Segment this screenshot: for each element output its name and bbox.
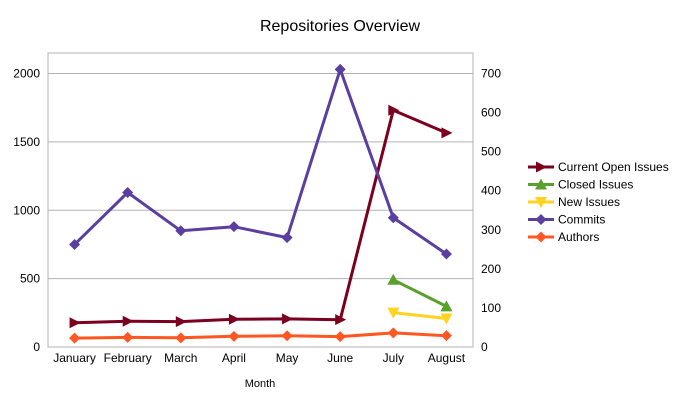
- data-point: [228, 330, 240, 342]
- x-tick-label: May: [276, 351, 299, 365]
- x-tick-label: March: [164, 351, 197, 365]
- y-right-tick-label: 700: [481, 67, 501, 81]
- x-tick-label: July: [383, 351, 404, 365]
- y-right-tick-label: 500: [481, 145, 501, 159]
- x-tick-label: April: [222, 351, 246, 365]
- legend-item-authors: Authors: [528, 230, 599, 244]
- data-point: [335, 314, 347, 326]
- data-point: [175, 332, 187, 344]
- data-point: [388, 104, 400, 116]
- legend-swatch-marker: [536, 161, 547, 173]
- data-point: [334, 331, 346, 343]
- y-right-tick-label: 200: [481, 262, 501, 276]
- legend: Current Open Issues Closed Issues New Issu…: [528, 160, 669, 244]
- data-point: [440, 313, 453, 325]
- y-left-tick-label: 1500: [13, 135, 40, 149]
- x-tick-label: June: [327, 351, 353, 365]
- legend-item-closed-issues: Closed Issues: [528, 178, 633, 192]
- y-left-tick-label: 0: [33, 340, 40, 354]
- data-point: [228, 313, 240, 325]
- data-point: [387, 327, 399, 339]
- legend-item-commits: Commits: [528, 213, 605, 227]
- series-line: [391, 311, 448, 320]
- data-point: [122, 186, 134, 198]
- series-line: [73, 108, 448, 325]
- tick-labels: 0 500 1000 1500 2000 0 100 200 300 400 500 600 700 Ja…: [13, 67, 501, 365]
- x-tick-label: February: [104, 351, 152, 365]
- data-point: [440, 248, 452, 260]
- x-tick-label: January: [53, 351, 96, 365]
- data-point: [441, 127, 453, 139]
- y-right-tick-label: 300: [481, 223, 501, 237]
- series-closed-issues: [387, 273, 453, 312]
- data-point: [282, 313, 294, 325]
- y-left-tick-label: 2000: [13, 67, 40, 81]
- legend-swatch-marker: [535, 178, 547, 190]
- data-point: [387, 307, 400, 319]
- data-point: [228, 221, 240, 233]
- series-commits: [69, 63, 452, 260]
- data-point: [334, 63, 346, 75]
- data-point: [387, 273, 400, 285]
- legend-item-current-open-issues: Current Open Issues: [528, 160, 669, 174]
- series-layer: [69, 63, 453, 344]
- chart-title: Repositories Overview: [260, 18, 421, 35]
- series-authors: [69, 327, 452, 344]
- legend-swatch-marker: [535, 231, 547, 243]
- data-point: [387, 212, 399, 224]
- data-point: [122, 315, 134, 327]
- y-right-tick-label: 0: [481, 340, 488, 354]
- data-point: [440, 300, 453, 312]
- x-axis-label: Month: [245, 378, 276, 390]
- legend-item-new-issues: New Issues: [528, 195, 620, 209]
- data-point: [175, 225, 187, 237]
- y-left-tick-label: 1000: [13, 203, 40, 217]
- y-right-tick-label: 600: [481, 106, 501, 120]
- series-line: [73, 331, 448, 340]
- data-point: [69, 332, 81, 344]
- plot-area: [47, 52, 474, 348]
- data-point: [175, 316, 187, 328]
- series-line: [391, 278, 448, 308]
- series-current-open-issues: [69, 104, 453, 329]
- legend-label: Current Open Issues: [558, 160, 669, 174]
- series-new-issues: [387, 307, 453, 325]
- x-tick-label: August: [428, 351, 466, 365]
- legend-swatch-marker: [535, 197, 547, 208]
- data-point: [440, 330, 452, 342]
- series-line: [73, 67, 448, 256]
- legend-label: Closed Issues: [558, 178, 633, 192]
- data-point: [281, 232, 293, 244]
- data-point: [69, 238, 81, 250]
- data-point: [281, 330, 293, 342]
- data-point: [69, 317, 81, 329]
- y-right-tick-label: 400: [481, 184, 501, 198]
- legend-label: New Issues: [558, 195, 620, 209]
- legend-swatch-marker: [535, 214, 547, 225]
- legend-label: Commits: [558, 213, 605, 227]
- grid: [48, 73, 473, 348]
- legend-label: Authors: [558, 230, 599, 244]
- y-left-tick-label: 500: [20, 272, 40, 286]
- data-point: [122, 331, 134, 343]
- y-right-tick-label: 100: [481, 301, 501, 315]
